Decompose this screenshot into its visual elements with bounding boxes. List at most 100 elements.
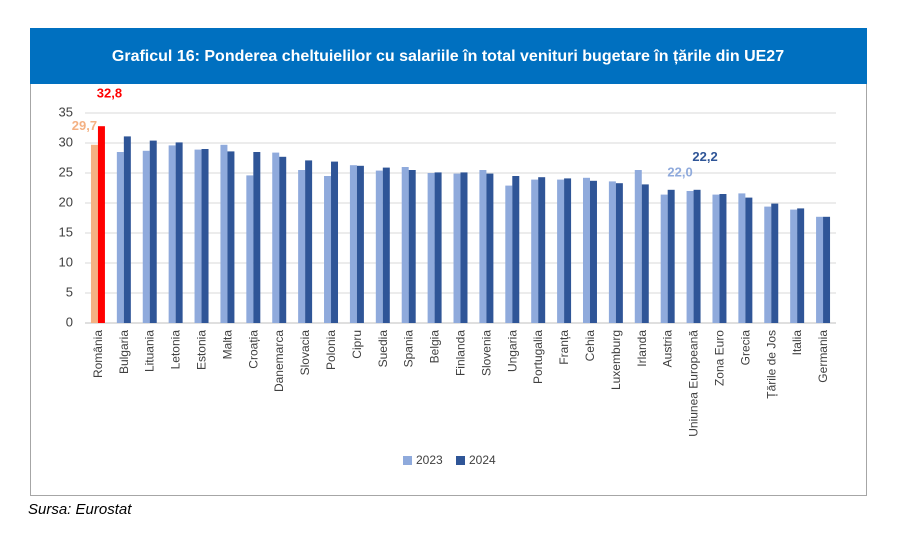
bar	[634, 170, 642, 323]
bar	[582, 177, 590, 323]
y-tick-label: 15	[59, 224, 73, 239]
y-tick-label: 0	[66, 314, 73, 329]
bar	[797, 208, 805, 323]
bar	[538, 177, 546, 323]
legend-label: 2024	[469, 453, 496, 467]
legend-swatch	[456, 456, 465, 465]
bar	[486, 173, 494, 323]
bar	[408, 170, 416, 323]
bar	[220, 144, 228, 323]
bar	[123, 136, 131, 323]
x-tick-label: Cipru	[350, 330, 364, 359]
x-tick-label: Cehia	[583, 330, 597, 362]
x-tick-label: Croația	[246, 330, 260, 369]
bar	[375, 170, 383, 323]
value-label: 32,8	[97, 86, 122, 101]
x-tick-label: Irlanda	[635, 330, 649, 367]
x-tick-label: Finlanda	[454, 330, 468, 376]
bar	[686, 191, 694, 323]
bar	[331, 161, 339, 323]
bar	[693, 189, 701, 323]
y-tick-label: 20	[59, 194, 73, 209]
bar	[116, 152, 124, 323]
source: Sursa: Eurostat	[28, 501, 132, 518]
bar	[279, 156, 287, 323]
bar	[564, 178, 572, 323]
bar	[194, 149, 202, 323]
bar	[764, 206, 772, 323]
bar	[168, 145, 176, 323]
bar	[227, 151, 235, 323]
title-bar	[30, 28, 867, 84]
bar	[557, 179, 565, 323]
bar	[505, 185, 513, 323]
bar	[298, 170, 306, 323]
x-tick-label: Austria	[661, 330, 675, 368]
bar	[660, 194, 668, 323]
x-tick-label: Spania	[402, 330, 416, 368]
bar	[738, 193, 746, 323]
bar	[823, 216, 831, 323]
bar	[771, 203, 779, 323]
bar	[667, 189, 675, 323]
bar	[453, 173, 461, 323]
x-tick-label: Italia	[790, 330, 804, 356]
bar	[531, 179, 539, 323]
bar	[719, 194, 727, 323]
y-tick-label: 25	[59, 164, 73, 179]
value-label: 22,0	[667, 164, 692, 179]
legend-label: 2023	[416, 453, 443, 467]
y-tick-label: 5	[66, 284, 73, 299]
bar	[97, 126, 105, 323]
value-label: 29,7	[72, 118, 97, 133]
x-tick-label: Polonia	[324, 330, 338, 370]
bar	[512, 176, 520, 323]
bar	[142, 150, 150, 323]
x-tick-label: Slovacia	[298, 330, 312, 376]
x-tick-label: Lituania	[143, 330, 157, 372]
x-tick-label: Zona Euro	[712, 330, 726, 386]
x-tick-label: Malta	[220, 330, 234, 360]
x-tick-label: Danemarca	[272, 330, 286, 392]
x-tick-label: Franța	[557, 330, 571, 365]
bar	[356, 165, 364, 323]
bar	[246, 175, 254, 323]
x-tick-label: Portugalia	[531, 330, 545, 384]
bar	[712, 194, 720, 323]
bar	[615, 183, 623, 323]
x-tick-label: Suedia	[376, 330, 390, 368]
x-tick-label: România	[91, 330, 105, 378]
x-tick-label: Grecia	[738, 330, 752, 366]
bar	[324, 176, 332, 323]
bar	[401, 167, 409, 323]
x-tick-label: Slovenia	[479, 330, 493, 376]
bar	[589, 180, 597, 323]
bar	[382, 167, 390, 323]
x-tick-label: Țările de Jos	[764, 330, 778, 399]
bar	[272, 152, 280, 323]
bar	[201, 149, 209, 323]
y-tick-label: 35	[59, 104, 73, 119]
y-tick-label: 30	[59, 134, 73, 149]
x-tick-label: Luxemburg	[609, 330, 623, 390]
x-tick-label: Uniunea Europeană	[687, 330, 701, 437]
bar	[816, 216, 824, 323]
bar	[90, 144, 98, 323]
chart-title: Graficul 16: Ponderea cheltuielilor cu s…	[112, 48, 784, 65]
x-tick-label: Estonia	[195, 330, 209, 370]
x-tick-label: Ungaria	[505, 330, 519, 372]
bar	[149, 140, 157, 323]
bar	[175, 142, 183, 323]
bar	[790, 209, 798, 323]
bar	[305, 160, 313, 323]
x-tick-label: Bulgaria	[117, 330, 131, 374]
bar	[608, 181, 616, 323]
legend-swatch	[403, 456, 412, 465]
value-label: 22,2	[692, 149, 717, 164]
x-tick-label: Letonia	[169, 330, 183, 370]
bar	[460, 172, 468, 323]
x-tick-label: Germania	[816, 330, 830, 383]
bar	[427, 173, 435, 323]
